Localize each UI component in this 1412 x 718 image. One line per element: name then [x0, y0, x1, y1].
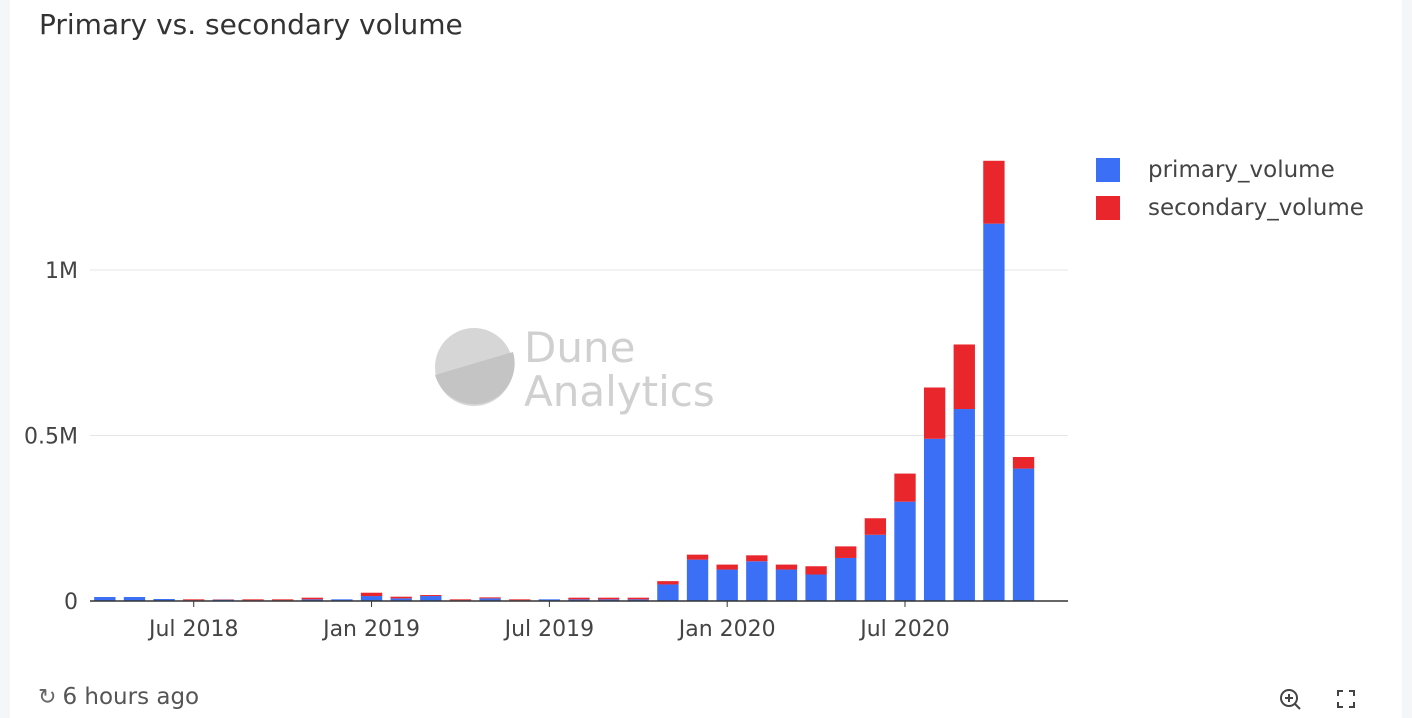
y-tick-label: 0.5M	[24, 425, 78, 450]
bar-primary-23	[775, 569, 798, 601]
legend-item-primary[interactable]: primary_volume	[1096, 157, 1335, 183]
bar-secondary-11	[420, 595, 442, 597]
bar-secondary-28	[923, 387, 946, 439]
bar-primary-26	[864, 534, 887, 601]
bar-primary-2	[153, 599, 175, 601]
bar-secondary-6	[271, 599, 294, 601]
bar-primary-17	[597, 599, 620, 601]
bar-secondary-5	[242, 599, 264, 601]
bar-primary-22	[746, 561, 768, 601]
bar-primary-10	[390, 598, 412, 601]
bar-primary-11	[420, 596, 442, 601]
zoom-in-icon[interactable]	[1277, 686, 1303, 712]
bar-secondary-16	[568, 597, 590, 600]
bar-primary-28	[923, 438, 946, 601]
bar-secondary-17	[597, 597, 620, 600]
refresh-status[interactable]: ↻ 6 hours ago	[38, 684, 199, 710]
chart-card: Primary vs. secondary volume 0 0.5M 1M Dune…	[10, 0, 1402, 718]
legend-item-secondary[interactable]: secondary_volume	[1096, 195, 1364, 221]
y-tick-label: 0	[64, 590, 78, 615]
bar-secondary-20	[686, 554, 709, 560]
x-tick-label: Jul 2020	[858, 617, 950, 642]
watermark-logo-shade	[435, 352, 515, 405]
legend-label-secondary: secondary_volume	[1148, 195, 1364, 221]
bar-primary-8	[331, 599, 353, 601]
bar-secondary-26	[864, 518, 887, 535]
bar-secondary-29	[953, 344, 975, 410]
bar-primary-29	[953, 409, 975, 601]
bar-secondary-9	[360, 592, 383, 597]
bar-secondary-3	[183, 599, 205, 601]
bar-secondary-24	[805, 566, 827, 575]
bar-primary-25	[835, 557, 857, 601]
bar-primary-13	[479, 598, 501, 601]
bar-secondary-25	[835, 546, 857, 558]
bar-primary-15	[538, 599, 561, 601]
bar-secondary-19	[657, 581, 679, 585]
bar-secondary-18	[627, 597, 649, 600]
bar-primary-19	[657, 584, 679, 601]
refresh-icon: ↻	[38, 684, 57, 710]
bar-secondary-22	[746, 555, 768, 562]
bar-secondary-30	[983, 160, 1005, 224]
bar-secondary-12	[449, 599, 472, 601]
bar-primary-20	[686, 559, 709, 601]
bar-secondary-21	[716, 564, 738, 570]
watermark-text-2: Analytics	[524, 367, 715, 416]
bar-primary-16	[568, 599, 590, 601]
fullscreen-icon[interactable]	[1333, 686, 1359, 712]
bar-secondary-7	[301, 597, 323, 600]
bar-primary-0	[94, 597, 116, 601]
bar-primary-31	[1012, 468, 1035, 601]
legend-label-primary: primary_volume	[1148, 157, 1335, 183]
bar-primary-27	[894, 501, 916, 601]
x-tick-label: Jul 2019	[503, 617, 595, 642]
bar-primary-30	[983, 223, 1005, 601]
bar-primary-18	[627, 599, 649, 601]
chart-title: Primary vs. secondary volume	[39, 8, 463, 41]
legend-swatch-secondary	[1096, 196, 1120, 220]
bar-primary-7	[301, 599, 323, 601]
bar-primary-1	[123, 597, 146, 601]
bar-secondary-13	[479, 597, 501, 599]
refresh-label: 6 hours ago	[62, 684, 200, 710]
bar-secondary-14	[509, 599, 531, 601]
watermark-text-1: Dune	[524, 323, 635, 372]
y-tick-label: 1M	[45, 259, 78, 284]
bar-secondary-10	[390, 596, 412, 599]
bar-secondary-23	[775, 564, 798, 570]
bar-primary-24	[805, 574, 827, 601]
bar-primary-21	[716, 569, 738, 601]
bar-primary-9	[360, 596, 383, 601]
x-tick-label: Jul 2018	[147, 617, 239, 642]
legend-swatch-primary	[1096, 158, 1120, 182]
bar-secondary-31	[1012, 457, 1035, 469]
bar-secondary-27	[894, 473, 916, 502]
x-tick-label: Jan 2020	[677, 617, 776, 642]
x-tick-label: Jan 2019	[321, 617, 420, 642]
